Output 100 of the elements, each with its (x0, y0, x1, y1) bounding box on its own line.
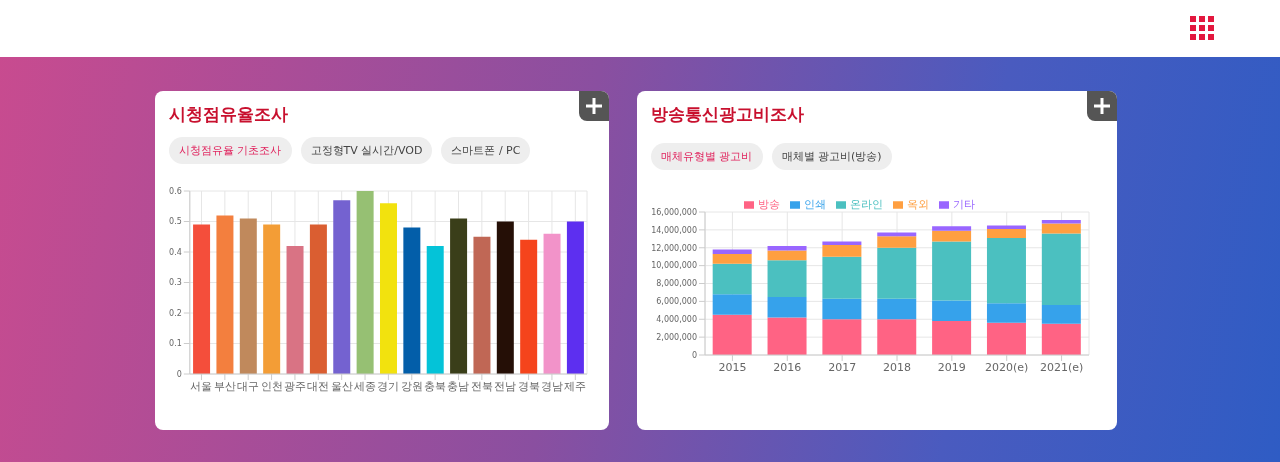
y-tick-label: 12,000,000 (651, 243, 697, 253)
bar (767, 260, 807, 297)
bar (986, 225, 1026, 229)
x-tick-label: 2016 (773, 360, 802, 374)
x-tick-label: 대전 (307, 379, 330, 393)
y-tick-label: 0 (691, 350, 697, 360)
x-tick-label: 전남 (494, 379, 517, 393)
bar (877, 236, 917, 248)
x-tick-label: 울산 (330, 379, 353, 393)
bar (932, 226, 972, 231)
legend-label: 기타 (952, 198, 975, 211)
text: 매체유형별 광고비 (651, 143, 763, 170)
x-tick-label: 세종 (354, 379, 377, 393)
bar (193, 224, 211, 374)
y-tick-label: 6,000,000 (656, 297, 697, 307)
bar (1041, 220, 1081, 224)
bar (932, 300, 972, 322)
bar (403, 227, 421, 374)
x-tick-label: 2015 (718, 360, 747, 374)
x-tick-label: 대구 (237, 379, 260, 393)
x-tick-label: 부산 (213, 379, 236, 393)
y-tick-label: 0.5 (169, 217, 182, 227)
bar (496, 221, 514, 374)
text: 고정형TV 실시간/VOD (300, 137, 433, 164)
bar (932, 241, 972, 301)
bar (822, 298, 862, 320)
y-tick-label: 14,000,000 (651, 225, 697, 235)
text: 매체별 광고비(방송) (771, 143, 892, 170)
y-tick-label: 0.1 (169, 339, 182, 349)
bar (239, 218, 257, 374)
bar (543, 233, 561, 374)
bar (822, 245, 862, 257)
bar (877, 319, 917, 355)
y-tick-label: 8,000,000 (656, 279, 697, 289)
x-tick-label: 2017 (828, 360, 857, 374)
bar (877, 298, 917, 320)
bar (333, 200, 351, 374)
bar (1041, 223, 1081, 234)
y-tick-label: 0.2 (169, 308, 182, 318)
bar (767, 250, 807, 261)
bar (712, 249, 752, 255)
bar (986, 237, 1026, 304)
bar (712, 314, 752, 355)
bar (356, 191, 374, 374)
y-tick-label: 2,000,000 (656, 332, 697, 342)
bar (712, 294, 752, 315)
y-tick-label: 0 (176, 369, 182, 379)
x-tick-label: 광주 (283, 379, 306, 393)
bar (932, 230, 972, 242)
chart-title: 방송통신광고비조사 (651, 103, 804, 126)
bar (1041, 233, 1081, 305)
x-tick-label: 제주 (564, 379, 587, 393)
y-tick-label: 10,000,000 (651, 261, 697, 271)
bar (1041, 323, 1081, 355)
bar (1041, 304, 1081, 324)
bar (822, 319, 862, 355)
bar (712, 263, 752, 295)
x-tick-label: 충북 (424, 379, 447, 393)
bar (566, 221, 584, 374)
bar (286, 245, 304, 374)
y-tick-label: 0.6 (169, 186, 182, 196)
x-tick-label: 경북 (517, 379, 540, 393)
text: 스마트폰 / PC (441, 137, 531, 164)
x-tick-label: 2021(e) (1039, 360, 1084, 374)
chart-title: 시청점유율조사 (169, 103, 288, 126)
x-tick-label: 서울 (190, 379, 213, 393)
y-tick-label: 0.4 (169, 247, 182, 257)
x-tick-label: 2018 (883, 360, 911, 374)
bar (986, 322, 1026, 355)
x-tick-label: 인천 (260, 379, 283, 393)
y-tick-label: 4,000,000 (656, 315, 697, 325)
bar (767, 296, 807, 318)
bar (473, 236, 491, 374)
legend-label: 방송 (757, 198, 780, 211)
bar (379, 203, 397, 374)
bar (450, 218, 468, 374)
bar (932, 321, 972, 355)
bar (767, 317, 807, 355)
bar (822, 241, 862, 246)
bar (426, 245, 444, 374)
bar (309, 224, 327, 374)
x-tick-label: 강원 (400, 379, 423, 393)
x-tick-label: 2020(e) (985, 360, 1029, 374)
bar (263, 224, 281, 374)
y-tick-label: 16,000,000 (651, 207, 697, 217)
x-tick-label: 2019 (937, 360, 966, 374)
bar (767, 245, 807, 251)
bar (216, 215, 234, 374)
bar (822, 256, 862, 299)
bar (877, 247, 917, 299)
bar (986, 228, 1026, 238)
legend-label: 온라인 (849, 198, 883, 211)
legend-label: 옥외 (906, 198, 929, 211)
x-tick-label: 충남 (447, 379, 470, 393)
x-tick-label: 전북 (470, 379, 493, 393)
bar (520, 239, 538, 374)
legend-label: 인쇄 (803, 198, 826, 211)
y-tick-label: 0.3 (169, 278, 182, 288)
text: 시청점유율 기초조사 (169, 137, 292, 164)
x-tick-label: 경남 (540, 379, 563, 393)
